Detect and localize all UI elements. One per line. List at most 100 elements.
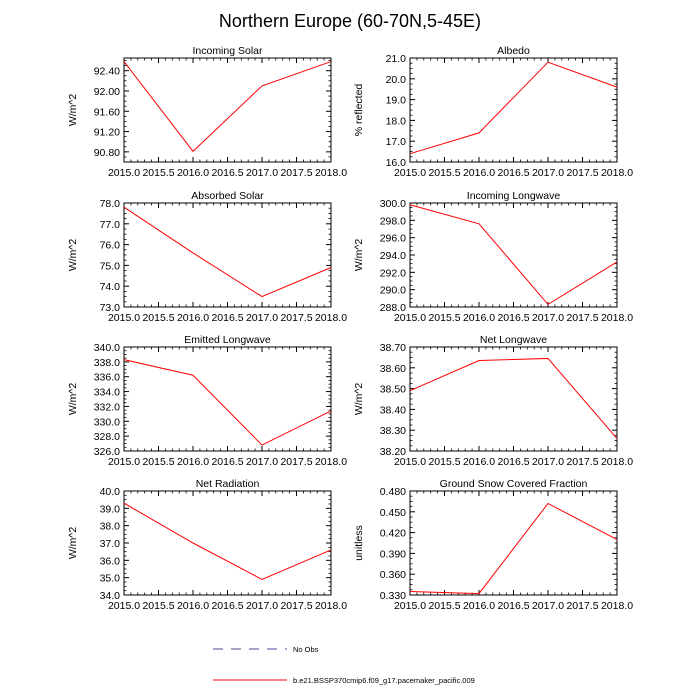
panel-5-ytick-label: 336.0 xyxy=(94,372,120,384)
panel-6-ytick-label: 38.70 xyxy=(380,342,406,354)
panel-6-ytick-label: 38.60 xyxy=(380,363,406,375)
panel-6-xtick-label: 2016.5 xyxy=(497,456,529,468)
panel-1-title: Incoming Solar xyxy=(192,45,263,57)
panel-4-xtick-label: 2015.5 xyxy=(428,312,460,324)
legend: No Obs b.e21.BSSP370cmip6.f09_g17.pacema… xyxy=(213,645,475,685)
panel-2-xtick-label: 2017.5 xyxy=(566,167,598,179)
panel-4-title: Incoming Longwave xyxy=(467,190,561,202)
panel-2-ylabel: % reflected xyxy=(353,84,365,137)
panel-4-ytick-label: 290.0 xyxy=(380,285,406,297)
panel-4-ytick-label: 294.0 xyxy=(380,250,406,262)
panel-7-xtick-label: 2017.0 xyxy=(246,600,278,612)
panel-2-frame xyxy=(409,57,618,163)
panel-3-ytick-label: 78.0 xyxy=(100,198,121,210)
panel-3-xtick-label: 2015.5 xyxy=(142,312,174,324)
panel-7-ytick-label: 38.0 xyxy=(100,521,121,533)
panel-8-title: Ground Snow Covered Fraction xyxy=(440,478,588,490)
panel-4: Incoming Longwave 2015.0 2015.5 2016.0 2016.… xyxy=(353,190,633,324)
panel-4-ytick-label: 288.0 xyxy=(380,302,406,314)
panel-8-xtick-label: 2017.0 xyxy=(532,600,564,612)
panel-5-ytick-label: 334.0 xyxy=(94,387,120,399)
panel-8-ytick-label: 0.330 xyxy=(380,590,406,602)
panel-5-ytick-label: 340.0 xyxy=(94,342,120,354)
legend-label-no-obs: No Obs xyxy=(293,645,319,654)
panel-8-frame xyxy=(409,490,618,596)
panel-8-ylabel: unitless xyxy=(353,525,365,561)
panel-2-ytick-label: 20.0 xyxy=(386,74,407,86)
panel-7-ytick-label: 40.0 xyxy=(100,486,121,498)
panel-7-ytick-label: 39.0 xyxy=(100,503,121,515)
panel-1-ytick-label: 91.20 xyxy=(94,127,120,139)
panel-6-series-line xyxy=(409,357,618,439)
panel-5-ylabel: W/m^2 xyxy=(67,383,79,416)
panel-6-xtick-label: 2016.0 xyxy=(463,456,495,468)
panel-2-ytick-label: 16.0 xyxy=(386,157,407,169)
panel-5: Emitted Longwave 2015.0 2015.5 2016.0 2016.5… xyxy=(67,334,347,468)
panel-1-xtick-label: 2017.0 xyxy=(246,167,278,179)
panel-5-ytick-label: 332.0 xyxy=(94,401,120,413)
panel-5-xtick-label: 2015.5 xyxy=(142,456,174,468)
panel-8-ytick-label: 0.420 xyxy=(380,528,406,540)
panel-2-ytick-label: 21.0 xyxy=(386,53,407,65)
panel-8-xtick-label: 2015.0 xyxy=(394,600,426,612)
panel-3-xtick-label: 2017.0 xyxy=(246,312,278,324)
panel-8-xtick-label: 2017.5 xyxy=(566,600,598,612)
panel-4-ytick-label: 298.0 xyxy=(380,215,406,227)
panel-8-xtick-label: 2018.0 xyxy=(601,600,633,612)
panel-4-xtick-label: 2016.0 xyxy=(463,312,495,324)
panel-3-frame xyxy=(123,202,332,308)
panel-5-ytick-label: 328.0 xyxy=(94,431,120,443)
panel-6-frame xyxy=(409,346,618,452)
panel-6-ytick-label: 38.20 xyxy=(380,446,406,458)
panel-5-xtick-label: 2016.0 xyxy=(177,456,209,468)
panel-8-ytick-label: 0.360 xyxy=(380,569,406,581)
panel-1-xtick-label: 2016.5 xyxy=(211,167,243,179)
panel-7-ytick-label: 35.0 xyxy=(100,573,121,585)
panel-2-xtick-label: 2018.0 xyxy=(601,167,633,179)
panel-1-ytick-label: 90.80 xyxy=(94,147,120,159)
panel-8-xtick-label: 2016.0 xyxy=(463,600,495,612)
panel-3-ytick-label: 73.0 xyxy=(100,302,121,314)
panel-5-ytick-label: 338.0 xyxy=(94,357,120,369)
panel-7-xtick-label: 2016.5 xyxy=(211,600,243,612)
panel-7-frame xyxy=(123,490,332,596)
panel-7-xtick-label: 2016.0 xyxy=(177,600,209,612)
panel-1-ytick-label: 92.40 xyxy=(94,66,120,78)
panel-2-ytick-label: 19.0 xyxy=(386,95,407,107)
panel-4-xtick-label: 2015.0 xyxy=(394,312,426,324)
panel-6-ylabel: W/m^2 xyxy=(353,383,365,416)
panel-6-ytick-label: 38.30 xyxy=(380,425,406,437)
panel-8-ytick-label: 0.390 xyxy=(380,548,406,560)
panel-1-xtick-label: 2015.0 xyxy=(108,167,140,179)
panel-3-xtick-label: 2016.0 xyxy=(177,312,209,324)
panel-5-frame xyxy=(123,346,332,452)
panel-7-xtick-label: 2015.0 xyxy=(108,600,140,612)
panel-4-xtick-label: 2018.0 xyxy=(601,312,633,324)
panel-2-ytick-label: 18.0 xyxy=(386,115,407,127)
panel-4-xtick-label: 2017.5 xyxy=(566,312,598,324)
panel-1-frame xyxy=(123,57,332,163)
panel-5-series-line xyxy=(123,359,332,446)
panel-1-xtick-label: 2018.0 xyxy=(315,167,347,179)
panel-1-series-line xyxy=(123,61,332,153)
panel-7-xtick-label: 2017.5 xyxy=(280,600,312,612)
panel-5-xtick-label: 2017.5 xyxy=(280,456,312,468)
panel-1-xtick-label: 2017.5 xyxy=(280,167,312,179)
panel-3-series-line xyxy=(123,206,332,298)
panel-4-ylabel: W/m^2 xyxy=(353,239,365,272)
panel-3-xtick-label: 2015.0 xyxy=(108,312,140,324)
panel-7-ytick-label: 36.0 xyxy=(100,555,121,567)
panel-5-xtick-label: 2016.5 xyxy=(211,456,243,468)
panel-5-xtick-label: 2015.0 xyxy=(108,456,140,468)
panel-7-ytick-label: 34.0 xyxy=(100,590,121,602)
panel-3-ytick-label: 76.0 xyxy=(100,240,121,252)
figure-title: Northern Europe (60-70N,5-45E) xyxy=(219,11,481,31)
panel-2-title: Albedo xyxy=(497,45,530,57)
legend-label-run: b.e21.BSSP370cmip6.f09_g17.pacemaker_pac… xyxy=(293,676,475,685)
panel-8-ytick-label: 0.450 xyxy=(380,507,406,519)
panel-2-xtick-label: 2017.0 xyxy=(532,167,564,179)
